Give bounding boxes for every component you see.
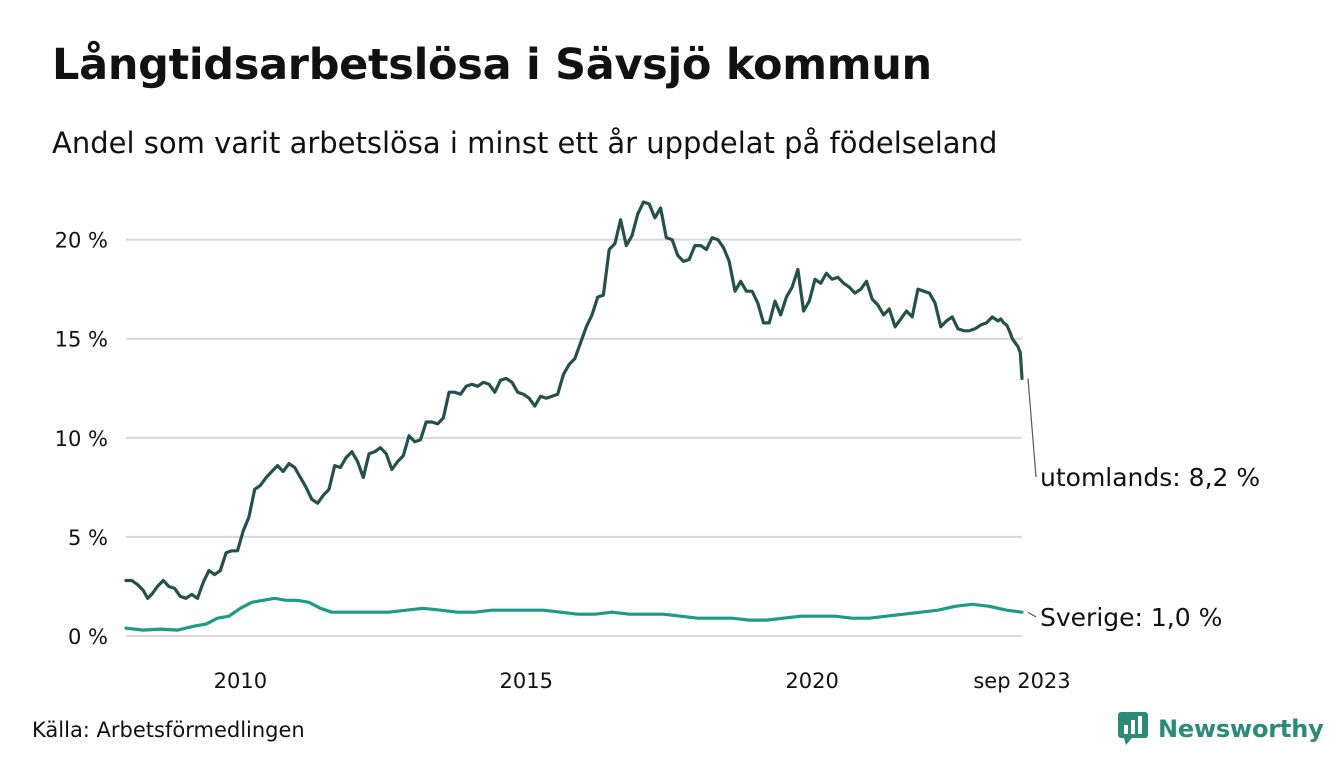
y-tick-label: 20 % (55, 229, 108, 253)
series-line-utomlands (124, 200, 1024, 600)
chart-title: Långtidsarbetslösa i Sävsjö kommun (52, 40, 932, 90)
newsworthy-logo-text: Newsworthy (1158, 715, 1324, 743)
end-label-sverige: Sverige: 1,0 % (1040, 603, 1222, 632)
line-chart: 0 %5 %10 %15 %20 % 2010 2015 2020 sep 2023 … (55, 200, 1260, 693)
y-tick-label: 10 % (55, 427, 108, 451)
x-tick-label: 2020 (785, 669, 838, 693)
y-axis-ticks: 0 % 5 % 10 % 15 % 20 % (55, 229, 108, 649)
source-note: Källa: Arbetsförmedlingen (32, 718, 305, 742)
series-lines (124, 200, 1024, 632)
end-labels: utomlands: 8,2 % Sverige: 1,0 % (1027, 378, 1260, 632)
end-label-leader (1027, 611, 1037, 618)
chart-subtitle: Andel som varit arbetslösa i minst ett å… (52, 126, 998, 160)
y-tick-label: 0 % (68, 625, 108, 649)
x-axis-ticks: 2010 2015 2020 sep 2023 (214, 669, 1071, 693)
series-line-sverige (124, 596, 1024, 632)
x-tick-label: 2010 (214, 669, 267, 693)
newsworthy-logo-icon (1118, 712, 1148, 745)
newsworthy-logo: Newsworthy (1118, 712, 1324, 746)
end-label-leader (1027, 378, 1037, 478)
y-tick-label: 5 % (68, 526, 108, 550)
end-label-utomlands: utomlands: 8,2 % (1040, 463, 1260, 492)
gridlines (126, 238, 1022, 637)
y-tick-label: 15 % (55, 328, 108, 352)
x-tick-label: sep 2023 (973, 669, 1070, 693)
x-tick-label: 2015 (500, 669, 553, 693)
